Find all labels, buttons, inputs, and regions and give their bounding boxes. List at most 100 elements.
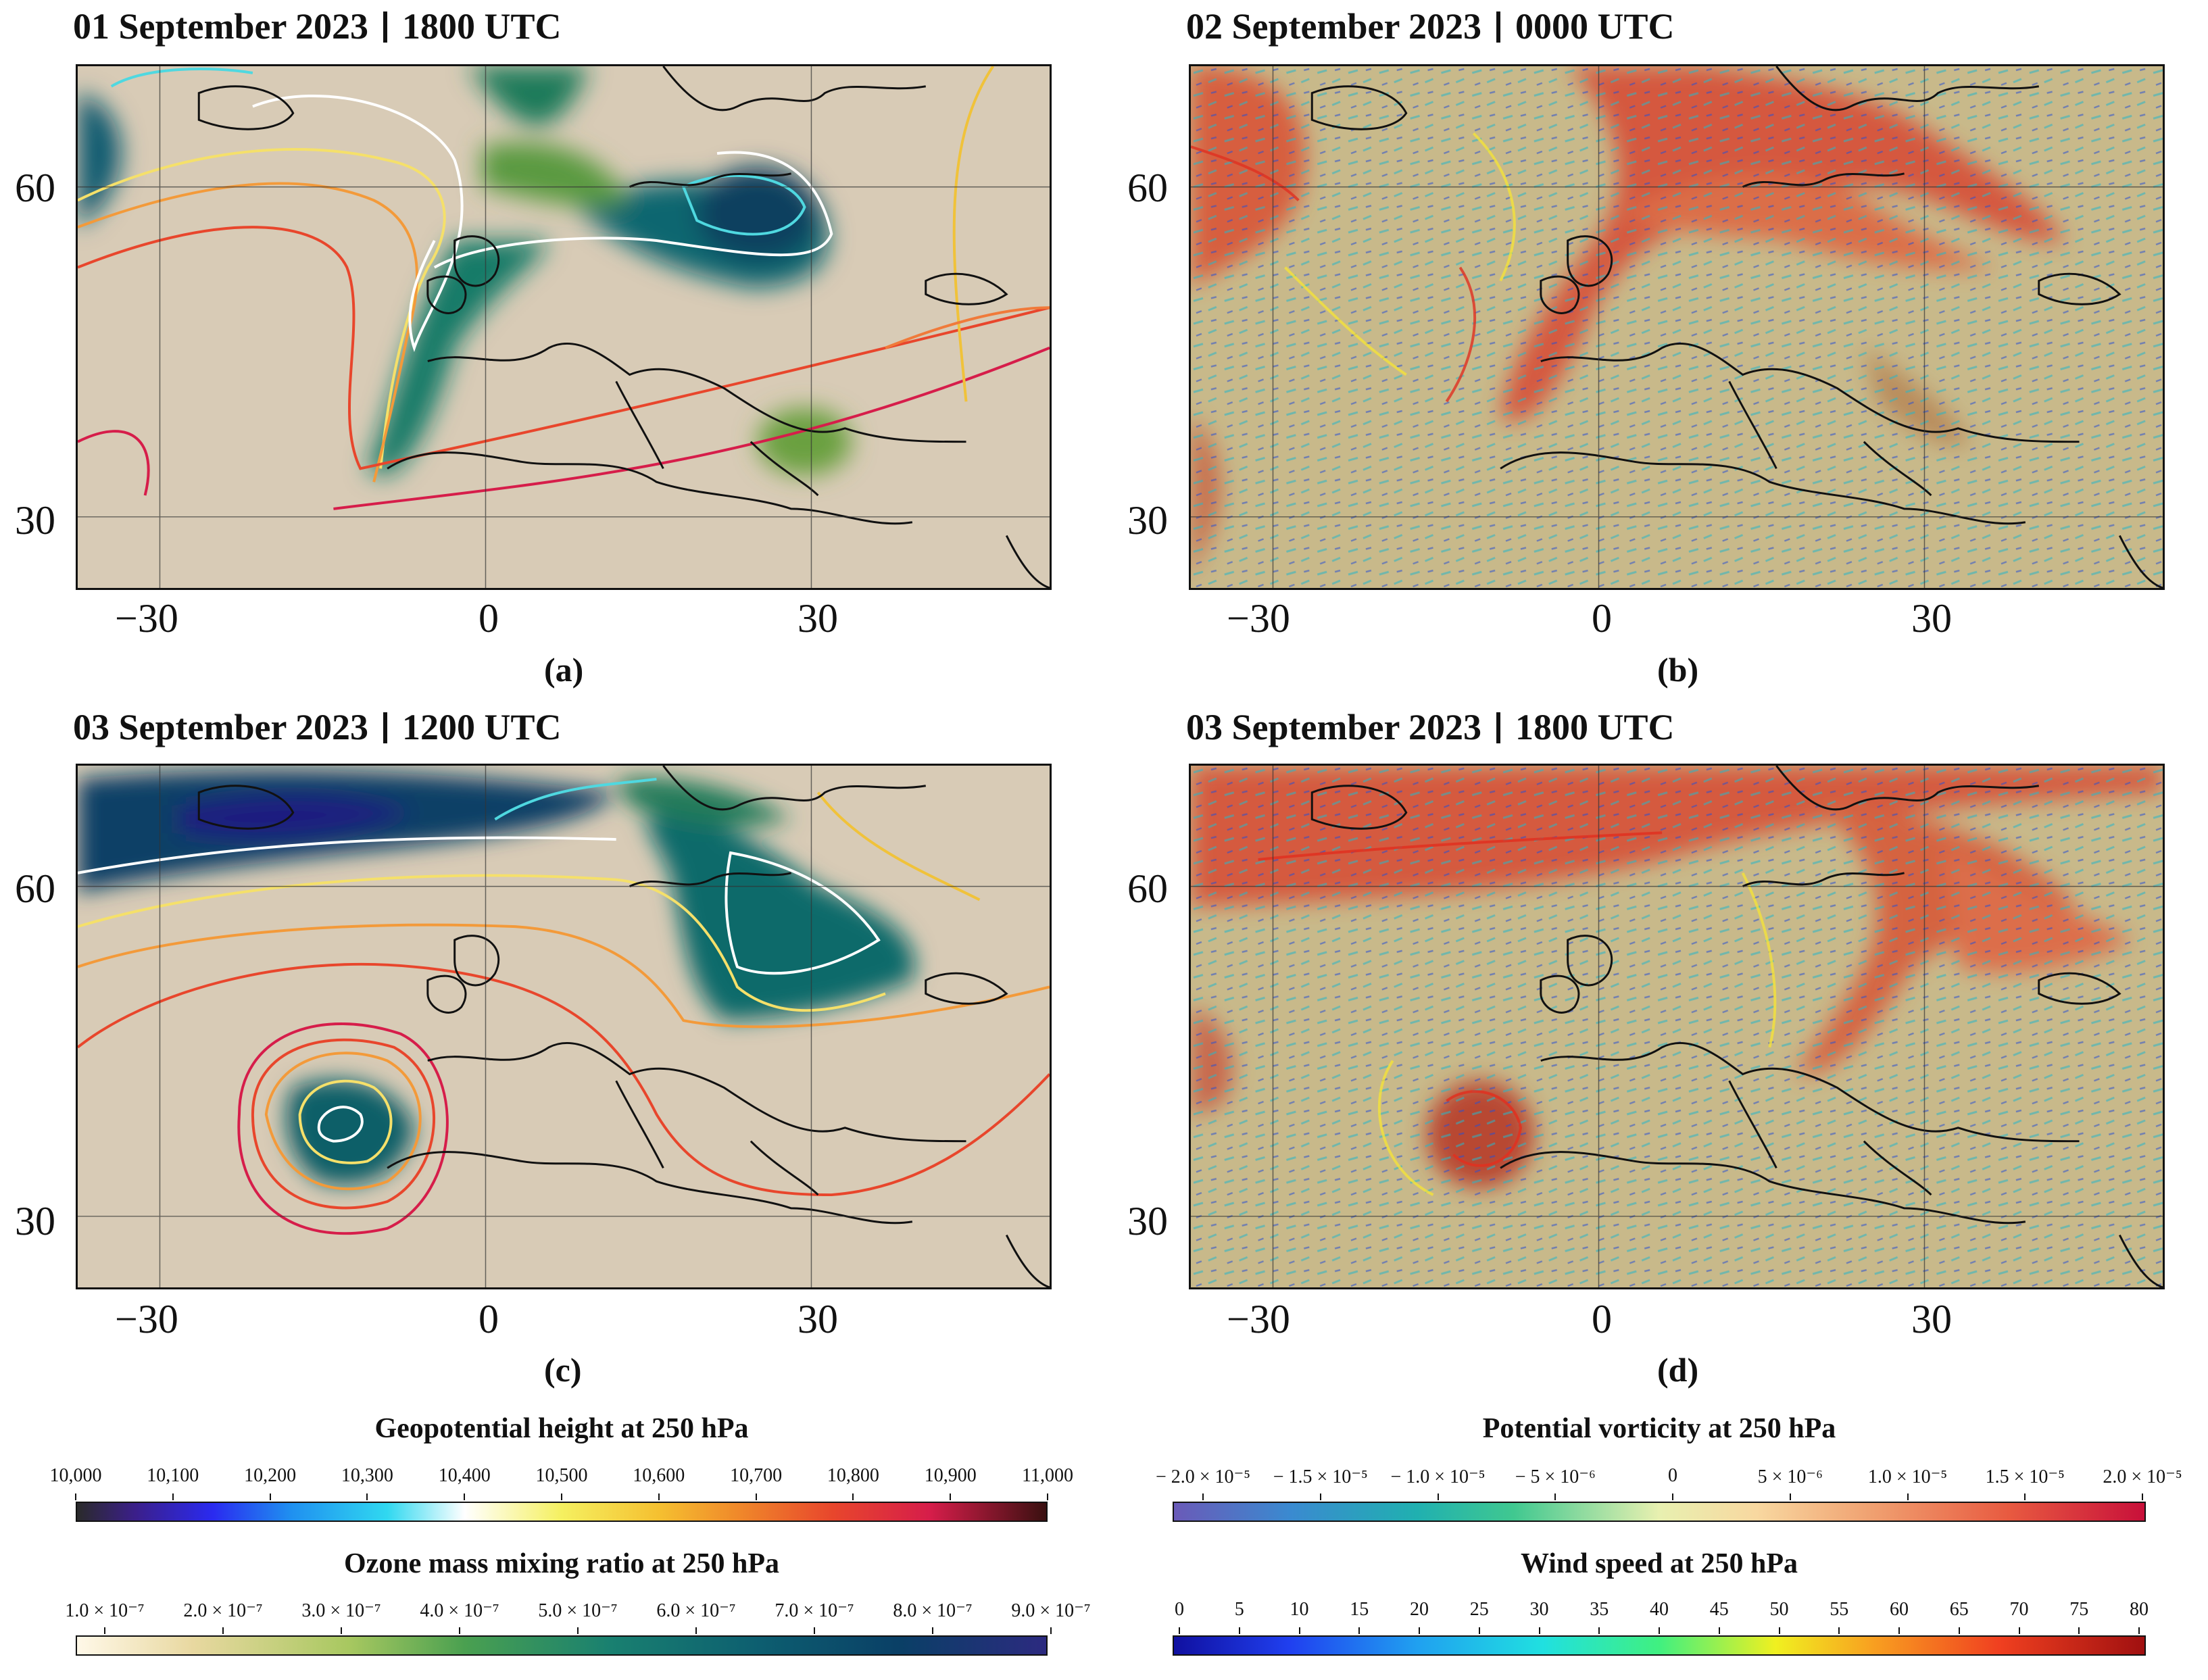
colorbar-ozone-tick-mark xyxy=(104,1627,105,1634)
y-tick-d-60: 60 xyxy=(1127,866,1168,911)
y-tick-c-60: 60 xyxy=(15,866,55,911)
colorbar-geopotential xyxy=(76,1502,1048,1522)
y-tick-a-30: 30 xyxy=(15,498,55,543)
map-panel-c xyxy=(76,764,1052,1289)
colorbar-ozone-tick-label: 2.0 × 10⁻⁷ xyxy=(183,1600,263,1621)
colorbar-geopotential-title: Geopotential height at 250 hPa xyxy=(374,1413,749,1444)
colorbar-ozone-tick-label: 8.0 × 10⁻⁷ xyxy=(893,1600,973,1621)
colorbar-pv-tick-label: − 1.0 × 10⁻⁵ xyxy=(1390,1466,1486,1487)
panel-d-label: (d) xyxy=(1657,1351,1699,1389)
colorbar-geopotential-tick-label: 10,700 xyxy=(730,1465,783,1486)
colorbar-geopotential-tick-mark xyxy=(852,1493,854,1500)
colorbar-wind-tick-mark xyxy=(2018,1627,2020,1634)
colorbar-wind-tick-mark xyxy=(1898,1627,1900,1634)
colorbar-pv-tick-label: 1.5 × 10⁻⁵ xyxy=(1985,1466,2065,1487)
colorbar-geopotential-tick-label: 10,200 xyxy=(244,1465,297,1486)
y-tick-c-30: 30 xyxy=(15,1199,55,1243)
colorbar-wind-tick-mark xyxy=(1778,1627,1780,1634)
colorbar-pv-tick-label: 2.0 × 10⁻⁵ xyxy=(2103,1466,2182,1487)
colorbar-ozone-tick-mark xyxy=(341,1627,342,1634)
colorbar-wind-tick-mark xyxy=(1538,1627,1540,1634)
x-tick-c-m30: −30 xyxy=(115,1297,178,1341)
map-panel-d xyxy=(1189,764,2165,1289)
panel-d-title: 03 September 2023 1800 UTC xyxy=(1186,707,1675,747)
x-tick-d-30: 30 xyxy=(1911,1297,1952,1341)
colorbar-pv-title: Potential vorticity at 250 hPa xyxy=(1482,1413,1836,1444)
x-tick-b-m30: −30 xyxy=(1227,596,1290,641)
colorbar-wind-tick-label: 80 xyxy=(2130,1599,2149,1620)
map-panel-b xyxy=(1189,64,2165,590)
colorbar-geopotential-tick-label: 10,600 xyxy=(633,1465,685,1486)
colorbar-wind-tick-label: 45 xyxy=(1709,1599,1729,1620)
colorbar-wind-tick-label: 75 xyxy=(2069,1599,2089,1620)
colorbar-pv-tick-label: − 2.0 × 10⁻⁵ xyxy=(1155,1466,1251,1487)
colorbar-wind-tick-label: 60 xyxy=(1890,1599,1909,1620)
colorbar-pv-tick-label: − 5 × 10⁻⁶ xyxy=(1515,1466,1596,1487)
colorbar-wind-tick-label: 20 xyxy=(1410,1599,1429,1620)
x-tick-c-0: 0 xyxy=(479,1297,499,1341)
x-tick-b-0: 0 xyxy=(1592,596,1612,641)
colorbar-ozone-tick-label: 7.0 × 10⁻⁷ xyxy=(775,1600,854,1621)
colorbar-pv-tick-mark xyxy=(1554,1493,1556,1500)
colorbar-wind-tick-label: 40 xyxy=(1650,1599,1669,1620)
panel-a-label: (a) xyxy=(544,651,584,689)
colorbar-geopotential-tick-mark xyxy=(950,1493,952,1500)
colorbar-wind-tick-mark xyxy=(1298,1627,1300,1634)
colorbar-pv-tick-mark xyxy=(1672,1493,1673,1500)
colorbar-pv-tick-mark xyxy=(2024,1493,2026,1500)
x-tick-c-30: 30 xyxy=(798,1297,838,1341)
colorbar-wind-tick-mark xyxy=(1238,1627,1240,1634)
colorbar-wind-tick-mark xyxy=(1659,1627,1660,1634)
colorbar-pv-tick-mark xyxy=(1437,1493,1439,1500)
colorbar-wind-tick-mark xyxy=(1179,1627,1180,1634)
colorbar-wind-title: Wind speed at 250 hPa xyxy=(1521,1548,1798,1579)
x-tick-d-m30: −30 xyxy=(1227,1297,1290,1341)
colorbar-wind-tick-mark xyxy=(2138,1627,2140,1634)
panel-c-title: 03 September 2023 1200 UTC xyxy=(73,707,562,747)
colorbar-pv-tick-label: 1.0 × 10⁻⁵ xyxy=(1867,1466,1948,1487)
colorbar-pv-tick-label: 5 × 10⁻⁶ xyxy=(1757,1466,1823,1487)
colorbar-ozone-tick-mark xyxy=(932,1627,933,1634)
colorbar-wind-tick-mark xyxy=(1419,1627,1420,1634)
colorbar-ozone-tick-mark xyxy=(814,1627,815,1634)
x-tick-a-0: 0 xyxy=(479,596,499,641)
y-tick-b-60: 60 xyxy=(1127,166,1168,210)
colorbar-ozone-tick-mark xyxy=(459,1627,460,1634)
colorbar-geopotential-tick-label: 10,400 xyxy=(438,1465,491,1486)
colorbar-ozone-tick-label: 3.0 × 10⁻⁷ xyxy=(301,1600,381,1621)
colorbar-ozone-tick-label: 1.0 × 10⁻⁷ xyxy=(65,1600,145,1621)
colorbar-geopotential-tick-label: 10,500 xyxy=(535,1465,588,1486)
colorbar-geopotential-tick-label: 10,900 xyxy=(924,1465,977,1486)
colorbar-geopotential-tick-label: 11,000 xyxy=(1022,1465,1073,1486)
colorbar-wind-tick-label: 10 xyxy=(1290,1599,1309,1620)
colorbar-geopotential-tick-mark xyxy=(658,1493,660,1500)
y-tick-b-30: 30 xyxy=(1127,498,1168,543)
colorbar-ozone-title: Ozone mass mixing ratio at 250 hPa xyxy=(344,1548,779,1579)
colorbar-geopotential-tick-mark xyxy=(269,1493,271,1500)
colorbar-pv-tick-mark xyxy=(1907,1493,1909,1500)
panel-c-label: (c) xyxy=(544,1351,582,1389)
colorbar-pv-tick-mark xyxy=(1789,1493,1791,1500)
colorbar-ozone xyxy=(76,1635,1048,1656)
colorbar-wind-tick-label: 70 xyxy=(2009,1599,2029,1620)
colorbar-geopotential-tick-label: 10,300 xyxy=(341,1465,393,1486)
colorbar-pv-tick-mark xyxy=(1202,1493,1204,1500)
colorbar-pv-tick-mark xyxy=(2142,1493,2143,1500)
colorbar-wind-tick-mark xyxy=(1718,1627,1720,1634)
colorbar-wind-tick-label: 0 xyxy=(1175,1599,1184,1620)
colorbar-wind-tick-mark xyxy=(2078,1627,2080,1634)
colorbar-geopotential-tick-label: 10,000 xyxy=(49,1465,102,1486)
colorbar-geopotential-tick-mark xyxy=(366,1493,368,1500)
y-tick-d-30: 30 xyxy=(1127,1199,1168,1243)
colorbar-wind-tick-mark xyxy=(1598,1627,1600,1634)
colorbar-wind-tick-label: 5 xyxy=(1234,1599,1244,1620)
colorbar-ozone-tick-mark xyxy=(1050,1627,1052,1634)
colorbar-wind-tick-label: 65 xyxy=(1949,1599,1969,1620)
colorbar-geopotential-tick-mark xyxy=(561,1493,562,1500)
colorbar-pv-tick-mark xyxy=(1319,1493,1321,1500)
colorbar-wind-tick-mark xyxy=(1838,1627,1840,1634)
x-tick-a-m30: −30 xyxy=(115,596,178,641)
colorbar-wind-tick-mark xyxy=(1358,1627,1360,1634)
map-panel-a xyxy=(76,64,1052,590)
colorbar-wind-tick-label: 30 xyxy=(1529,1599,1549,1620)
